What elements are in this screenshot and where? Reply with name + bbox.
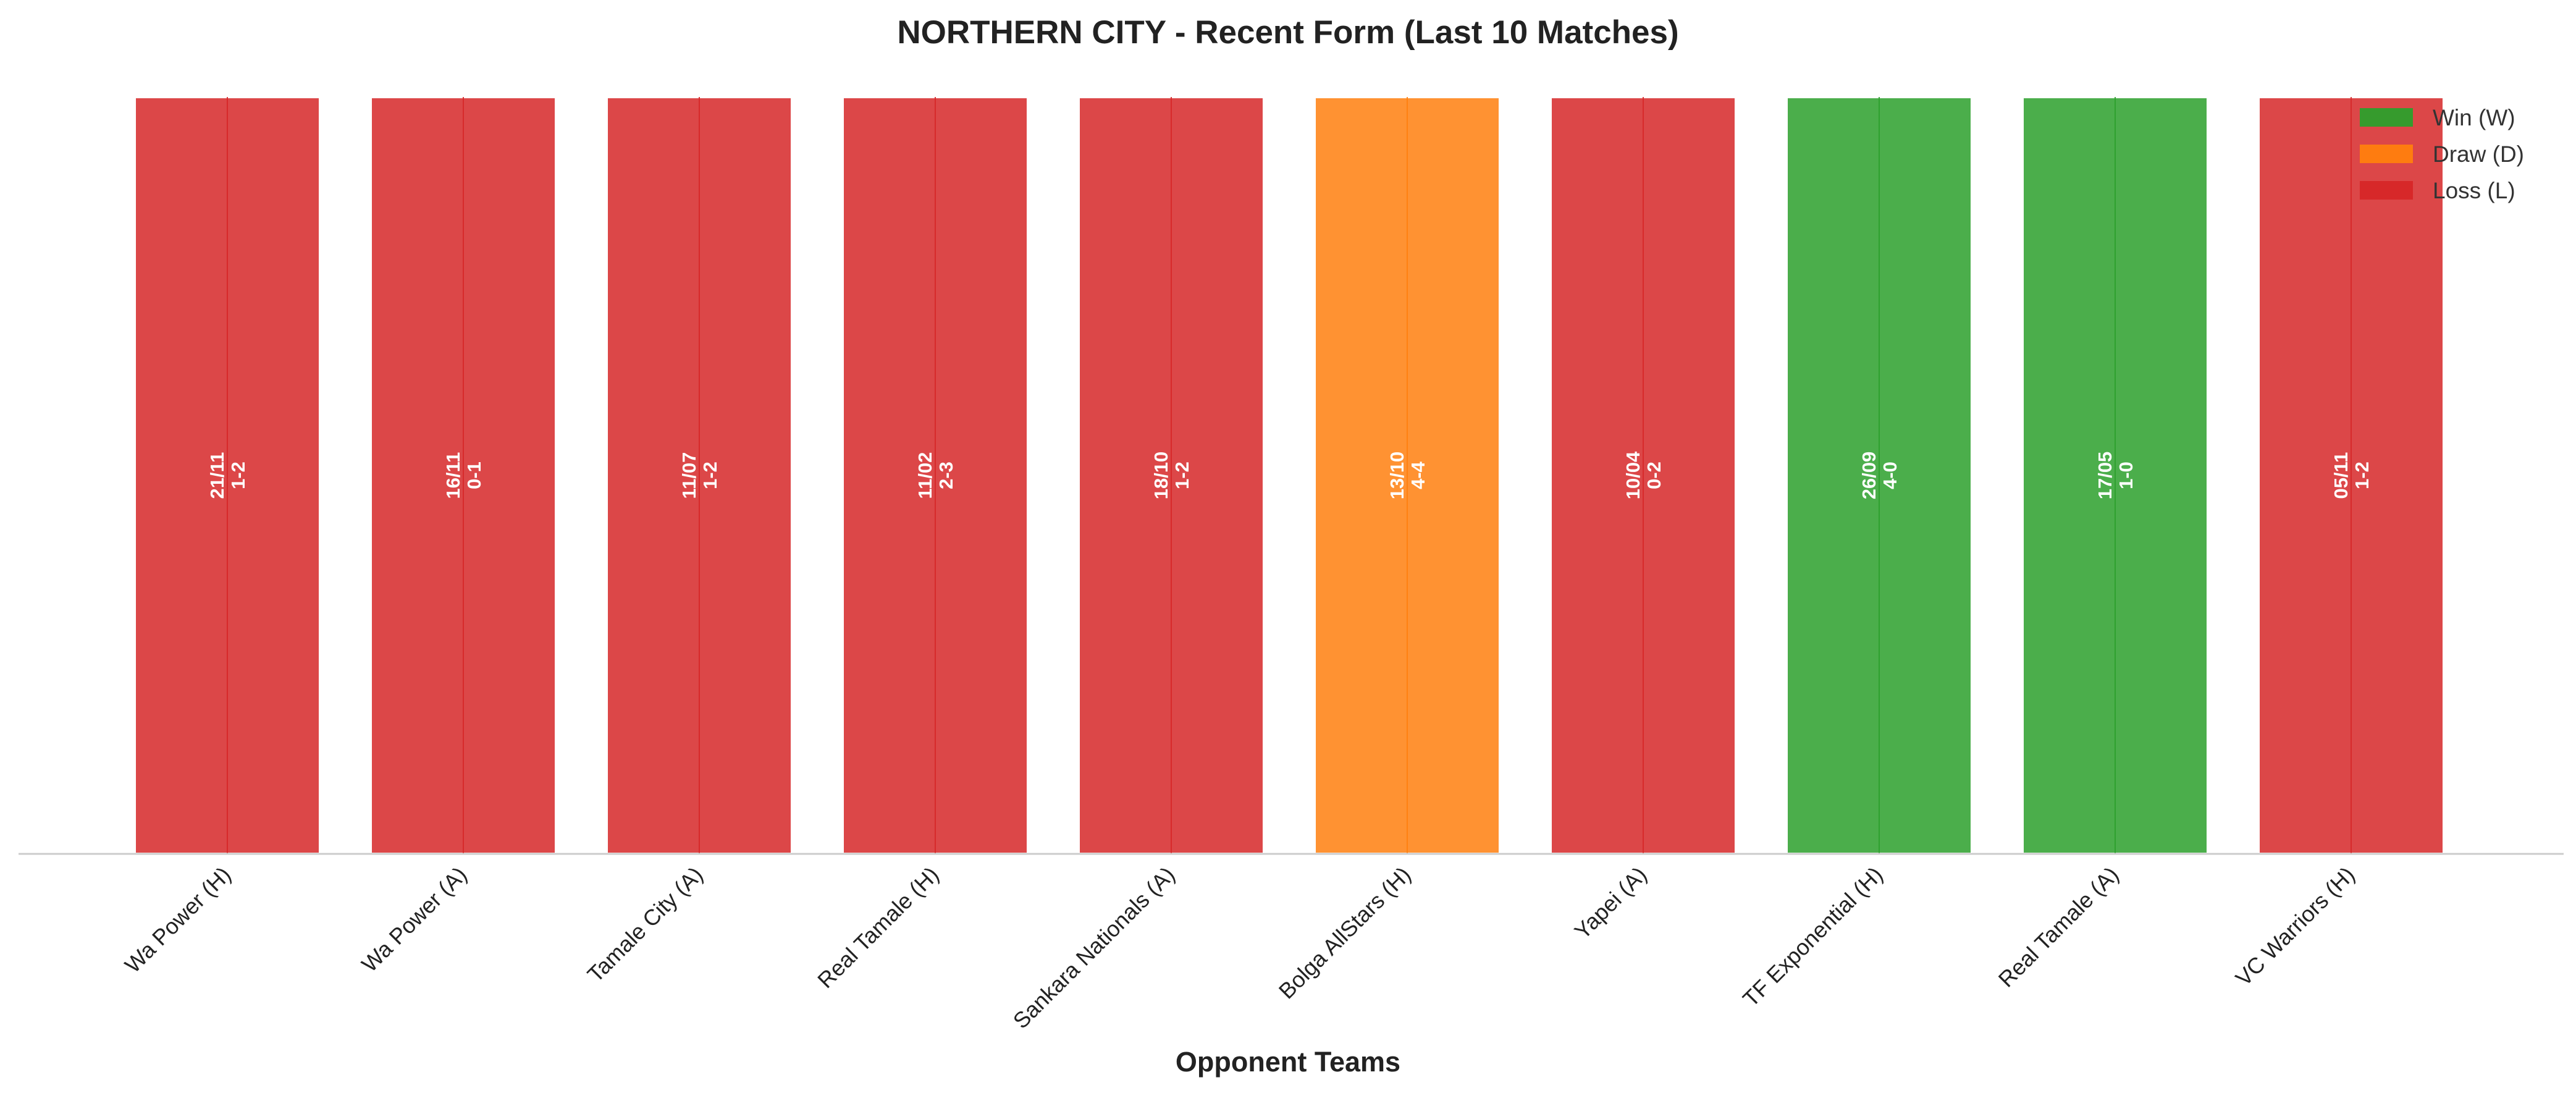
- bar-label-8: 26/094-0: [1858, 452, 1901, 500]
- bar-label-4: 11/022-3: [914, 452, 957, 499]
- bar-label-9: 17/051-0: [2094, 452, 2137, 500]
- bar-score-1: 1-2: [227, 462, 249, 489]
- legend: Win (W) Draw (D) Loss (L): [2360, 105, 2524, 203]
- bar-score-4: 2-3: [935, 462, 957, 489]
- bar-date-2: 16/11: [442, 452, 464, 499]
- bar-date-8: 26/09: [1858, 452, 1880, 500]
- bar-label-7: 10/040-2: [1622, 451, 1665, 499]
- bar-score-3: 1-2: [699, 462, 721, 489]
- bar-score-10: 1-2: [2351, 462, 2373, 489]
- bar-score-6: 4-4: [1407, 461, 1429, 489]
- legend-label-l: Loss (L): [2433, 178, 2515, 203]
- legend-swatch-w: [2360, 108, 2413, 127]
- legend-label-d: Draw (D): [2433, 141, 2524, 167]
- bar-date-6: 13/10: [1386, 452, 1408, 500]
- bar-score-5: 1-2: [1171, 462, 1193, 489]
- bar-date-7: 10/04: [1622, 451, 1644, 499]
- legend-swatch-l: [2360, 181, 2413, 200]
- bar-label-2: 16/110-1: [442, 452, 485, 499]
- bar-label-6: 13/104-4: [1386, 452, 1429, 500]
- bar-label-5: 18/101-2: [1150, 452, 1193, 500]
- bar-date-1: 21/11: [206, 452, 228, 499]
- bar-date-9: 17/05: [2094, 452, 2116, 500]
- bar-label-10: 05/111-2: [2330, 452, 2373, 499]
- legend-label-w: Win (W): [2433, 105, 2515, 130]
- bar-score-7: 0-2: [1643, 462, 1665, 489]
- bar-label-3: 11/071-2: [678, 452, 721, 499]
- bar-date-4: 11/02: [914, 452, 936, 499]
- bar-score-2: 0-1: [463, 462, 485, 489]
- bar-date-5: 18/10: [1150, 452, 1172, 500]
- bar-date-10: 05/11: [2330, 452, 2352, 499]
- bar-score-9: 1-0: [2115, 462, 2137, 489]
- x-axis-label: Opponent Teams: [1176, 1046, 1400, 1078]
- bar-label-1: 21/111-2: [206, 452, 249, 499]
- bar-score-8: 4-0: [1879, 462, 1901, 489]
- bar-date-3: 11/07: [678, 452, 700, 499]
- legend-swatch-d: [2360, 145, 2413, 163]
- chart-title: NORTHERN CITY - Recent Form (Last 10 Mat…: [897, 14, 1678, 51]
- bars-group: 21/111-2 16/110-1 11/071-2 11/022-3 18/101-2…: [133, 96, 2445, 855]
